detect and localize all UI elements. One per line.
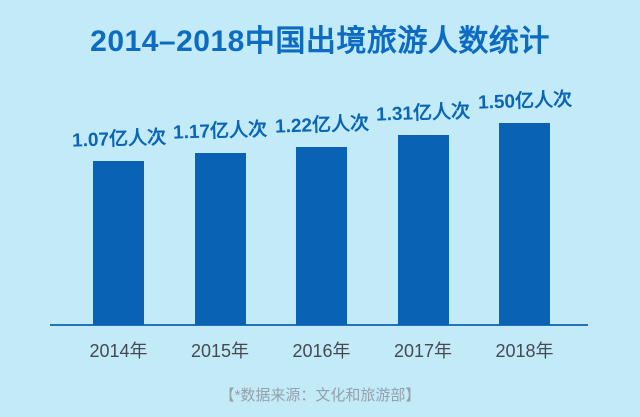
value-label-2018: 1.50亿人次 (477, 89, 572, 114)
data-source-note: 【*数据来源：文化和旅游部】 (219, 387, 421, 404)
category-label-2018: 2018年 (495, 341, 554, 361)
bar-2014 (93, 161, 144, 325)
bar-2018 (499, 123, 550, 325)
category-label-2015: 2015年 (190, 341, 250, 361)
x-axis-line (50, 324, 588, 326)
category-label-2016: 2016年 (292, 341, 351, 361)
bar-2016 (296, 147, 347, 325)
bar-2017 (397, 135, 449, 325)
bar-2015 (194, 153, 246, 325)
chart-title: 2014–2018中国出境旅游人数统计 (90, 25, 550, 58)
category-label-2017: 2017年 (393, 341, 453, 361)
category-label-2014: 2014年 (89, 341, 148, 361)
